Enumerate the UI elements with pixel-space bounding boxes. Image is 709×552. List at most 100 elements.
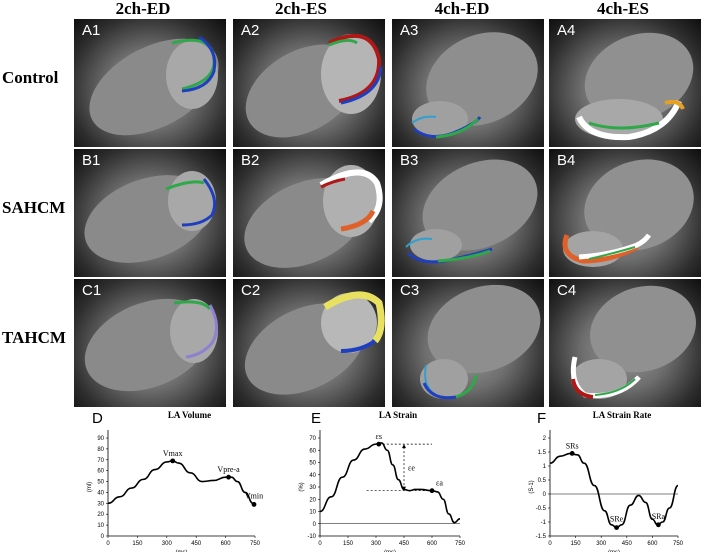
marker-label: SRe: [610, 515, 624, 524]
mri-image-a1: [89, 35, 219, 136]
panel-label: B2: [241, 152, 260, 169]
y-tick-label: 60: [97, 469, 104, 475]
panel-label: A4: [557, 22, 576, 39]
annotation-label: εe: [408, 463, 415, 472]
y-tick-label: 70: [97, 458, 104, 464]
panel-label: C3: [400, 282, 420, 299]
plot-letter-f: F: [537, 410, 547, 427]
x-tick-label: 0: [318, 541, 322, 547]
mri-panel-b1: B1: [74, 149, 226, 277]
y-tick-label: 20: [97, 512, 104, 518]
x-tick-label: 150: [571, 541, 582, 547]
x-tick-label: 750: [250, 541, 261, 547]
mri-panel-c4: C4: [549, 279, 701, 407]
y-tick-label: 50: [309, 461, 316, 467]
panel-label: C1: [82, 282, 102, 299]
x-axis-label: (ms): [608, 550, 620, 552]
data-series-line: [319, 442, 461, 524]
mri-image-b2: [244, 165, 383, 268]
mri-image-a2: [245, 33, 383, 138]
row-header-tahcm: TAHCM: [2, 328, 66, 347]
mri-image-c4: [570, 285, 696, 399]
y-tick-label: -1: [541, 520, 547, 526]
x-tick-label: 450: [622, 541, 633, 547]
y-tick-label: 70: [309, 436, 316, 442]
marker-point: [429, 488, 435, 494]
panel-label: A1: [82, 22, 101, 39]
mri-panel-b3: B3: [392, 149, 544, 277]
y-tick-label: 0: [101, 534, 105, 540]
marker-point: [569, 451, 575, 456]
x-tick-label: 150: [343, 541, 354, 547]
mri-panel-a1: A1: [74, 19, 226, 147]
mri-panel-a3: A3: [392, 19, 544, 147]
panel-label: A2: [241, 22, 260, 39]
row-header-sahcm: SAHCM: [2, 198, 66, 217]
marker-label: εa: [436, 479, 443, 488]
y-tick-label: 60: [309, 448, 316, 454]
marker-point: [614, 525, 619, 530]
mri-panel-a2: A2: [233, 19, 385, 147]
mri-panel-c2: C2: [233, 279, 385, 407]
y-tick-label: 40: [309, 473, 316, 479]
mri-panel-b4: B4: [549, 149, 701, 277]
panel-label: A3: [400, 22, 419, 39]
y-axis-label: (S-1): [529, 480, 535, 493]
y-tick-label: 20: [309, 497, 316, 503]
y-tick-label: 30: [309, 485, 316, 491]
mri-image-b1: [84, 171, 217, 263]
chart-title: LA Strain: [379, 410, 417, 420]
y-tick-label: 30: [97, 501, 104, 507]
mri-image-c1: [84, 298, 218, 392]
mri-image-b4: [562, 159, 694, 267]
y-tick-label: 10: [97, 523, 104, 529]
column-header-4ch-es: 4ch-ES: [597, 0, 649, 18]
y-tick-label: 0: [313, 522, 317, 528]
plot-e-la-strain: LA Strain -10 0 10 20 30 40 50 60 70 0 150 300 450 600…: [298, 400, 523, 552]
marker-point: [251, 502, 257, 507]
marker-point: [376, 441, 382, 447]
x-tick-label: 300: [596, 541, 607, 547]
y-tick-label: 0: [543, 492, 547, 498]
y-tick-label: -1.5: [536, 534, 547, 540]
mri-panel-a4: A4: [549, 19, 701, 147]
plot-letter-d: D: [92, 410, 103, 427]
x-tick-label: 450: [191, 541, 202, 547]
marker-point: [226, 474, 231, 480]
plot-letter-e: E: [311, 410, 322, 427]
panel-label: C2: [241, 282, 261, 299]
column-header-2ch-ed: 2ch-ED: [115, 0, 171, 18]
x-tick-label: 0: [548, 541, 552, 547]
marker-point: [170, 458, 176, 464]
x-tick-label: 750: [455, 541, 466, 547]
data-series-line: [107, 460, 254, 505]
mri-image-a3: [411, 32, 538, 139]
x-axis-label: (ms): [176, 550, 188, 552]
y-tick-label: -10: [307, 534, 316, 540]
panel-label: B1: [82, 152, 101, 169]
mri-image-a4: [575, 32, 694, 141]
y-tick-label: 10: [309, 510, 316, 516]
arrow-head-down: [402, 486, 406, 491]
arrow-head-up: [402, 444, 406, 449]
row-header-control: Control: [2, 68, 59, 87]
x-tick-label: 300: [162, 541, 173, 547]
marker-label: Vmax: [163, 449, 183, 458]
y-tick-label: 1: [543, 464, 547, 470]
y-tick-label: 2: [543, 436, 547, 442]
mri-panel-b2: B2: [233, 149, 385, 277]
mri-panel-c3: C3: [392, 279, 544, 407]
mri-image-b3: [405, 159, 538, 264]
chart-title: LA Strain Rate: [593, 410, 652, 420]
marker-label: SRs: [566, 441, 579, 450]
marker-label: εs: [376, 432, 382, 441]
panel-label: B4: [557, 152, 576, 169]
y-tick-label: 40: [97, 490, 104, 496]
x-axis-label: (ms): [384, 550, 396, 552]
y-tick-label: 50: [97, 480, 104, 486]
y-tick-label: -0.5: [536, 506, 547, 512]
x-tick-label: 450: [399, 541, 410, 547]
column-header-4ch-ed: 4ch-ED: [434, 0, 490, 18]
x-tick-label: 750: [673, 541, 684, 547]
marker-point: [655, 522, 661, 528]
